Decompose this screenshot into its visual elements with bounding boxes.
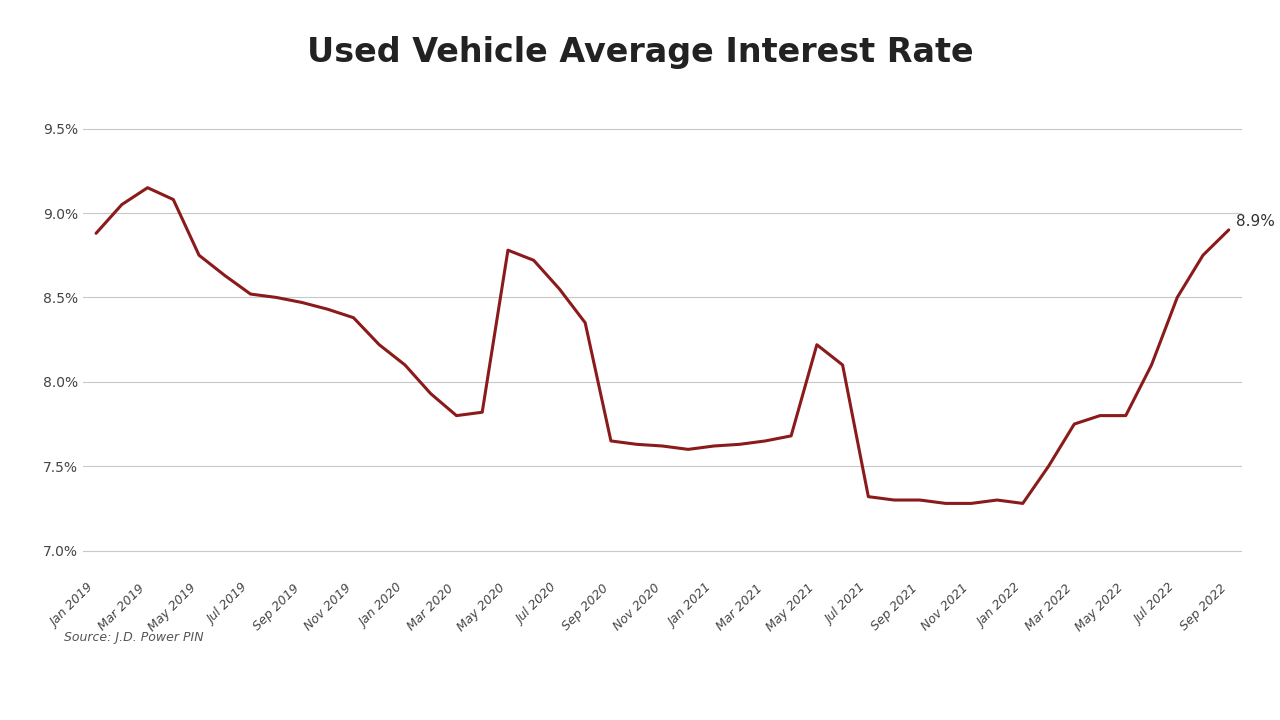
- Text: Source: J.D. Power PIN: Source: J.D. Power PIN: [64, 631, 204, 644]
- Text: Used Vehicle Average Interest Rate: Used Vehicle Average Interest Rate: [307, 36, 973, 69]
- Text: 8.9%: 8.9%: [1236, 214, 1275, 229]
